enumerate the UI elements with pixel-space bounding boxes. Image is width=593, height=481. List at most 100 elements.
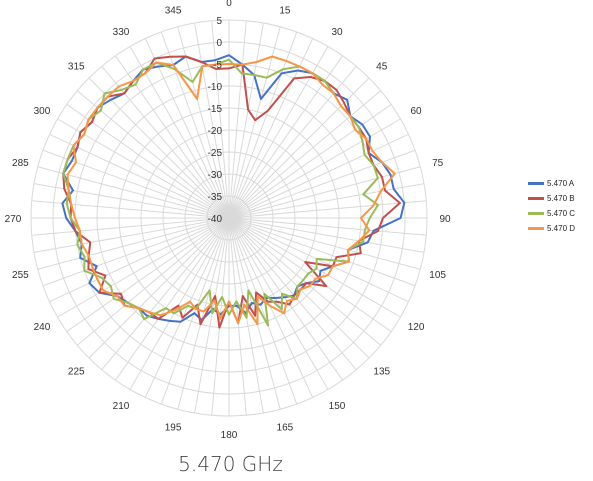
grid-spoke — [228, 217, 416, 287]
grid-spoke — [228, 217, 401, 318]
grid-spoke — [228, 38, 314, 219]
grid-spoke — [66, 217, 230, 332]
grid-spoke — [228, 217, 357, 370]
grid-spoke — [228, 20, 247, 219]
angle-tick-label: 255 — [12, 270, 29, 281]
grid-spoke — [228, 133, 409, 219]
grid-spoke — [228, 217, 370, 359]
grid-spoke — [88, 217, 230, 359]
legend-label: 5.470 C — [547, 209, 576, 218]
data-series — [61, 54, 406, 329]
grid-spoke — [57, 118, 230, 219]
legend-item: 5.470 A — [528, 176, 575, 191]
angle-tick-label: 165 — [277, 423, 294, 434]
radial-tick-label: -10 — [208, 82, 223, 93]
angle-tick-label: 315 — [68, 61, 85, 72]
grid-spoke — [194, 22, 230, 219]
grid-spoke — [228, 217, 421, 270]
legend-item: 5.470 B — [528, 191, 575, 206]
grid-spoke — [160, 217, 230, 405]
grid-spoke — [177, 26, 230, 219]
radial-tick-label: -30 — [208, 170, 223, 181]
grid-spoke — [115, 217, 230, 381]
series-line — [66, 55, 396, 326]
grid-spoke — [66, 104, 230, 219]
grid-spoke — [31, 200, 230, 219]
grid-spoke — [37, 217, 230, 270]
grid-spoke — [228, 217, 314, 398]
grid-spoke — [228, 200, 427, 219]
angle-tick-label: 345 — [165, 5, 182, 16]
grid-spoke — [211, 20, 230, 219]
grid-spoke — [31, 217, 230, 236]
radial-tick-label: -35 — [208, 192, 223, 203]
grid-spoke — [101, 66, 230, 219]
angle-tick-label: 75 — [432, 158, 444, 169]
radar-chart: 0 15 30 45 60 75 90 105 120 135 150 165 180 195 210 225… — [5, 0, 451, 440]
angle-tick-label: 120 — [408, 322, 425, 333]
grid-spoke — [228, 118, 401, 219]
grid-spoke — [144, 217, 230, 398]
grid-spoke — [77, 217, 230, 346]
grid-spoke — [77, 90, 230, 219]
grid-spoke — [228, 90, 381, 219]
legend-swatch — [528, 212, 544, 215]
grid-spoke — [49, 133, 230, 219]
angle-tick-label: 195 — [165, 423, 182, 434]
grid-spoke — [228, 55, 343, 219]
axis-labels: 0 15 30 45 60 75 90 105 120 135 150 165 180 195 210 225… — [5, 0, 451, 440]
grid-spoke — [228, 217, 298, 405]
grid-spoke — [42, 149, 230, 219]
grid-spoke — [33, 217, 230, 253]
angle-tick-label: 30 — [331, 27, 343, 38]
grid-spoke — [228, 217, 343, 381]
grid-spoke — [228, 217, 329, 390]
grid-spoke — [129, 217, 230, 390]
grid-spoke — [37, 166, 230, 219]
grid-spoke — [228, 183, 425, 219]
angle-tick-label: 180 — [221, 430, 238, 440]
grid-spoke — [101, 217, 230, 370]
legend-swatch — [528, 227, 544, 230]
grid-spoke — [228, 22, 264, 219]
radial-tick-label: 5 — [216, 16, 222, 27]
angle-tick-label: 240 — [34, 322, 51, 333]
grid-spoke — [228, 166, 421, 219]
grid-spoke — [228, 77, 370, 219]
grid-spoke — [228, 104, 392, 219]
grid-spoke — [228, 66, 357, 219]
grid-spoke — [49, 217, 230, 303]
grid-spoke — [144, 38, 230, 219]
grid-spoke — [228, 217, 427, 236]
angle-tick-label: 210 — [113, 401, 130, 412]
radial-tick-label: -20 — [208, 126, 223, 137]
grid-spoke — [88, 77, 230, 219]
angle-tick-label: 225 — [68, 367, 85, 378]
grid-spoke — [228, 31, 298, 219]
angle-tick-label: 270 — [5, 214, 22, 225]
angle-tick-label: 60 — [410, 106, 422, 117]
grid-spoke — [228, 217, 392, 332]
grid-spoke — [129, 46, 230, 219]
angle-tick-label: 105 — [429, 270, 446, 281]
grid-spoke — [115, 55, 230, 219]
angle-tick-label: 330 — [113, 27, 130, 38]
legend-label: 5.470 D — [547, 224, 576, 233]
angle-tick-label: 300 — [34, 106, 51, 117]
grid-spoke — [228, 46, 329, 219]
angle-tick-label: 45 — [376, 61, 388, 72]
legend-label: 5.470 B — [547, 194, 575, 203]
angle-tick-label: 285 — [12, 158, 29, 169]
radial-tick-label: 0 — [216, 38, 222, 49]
radial-tick-label: -15 — [208, 104, 223, 115]
grid-spoke — [228, 217, 247, 416]
grid-spoke — [160, 31, 230, 219]
grid-spoke — [228, 217, 425, 253]
grid-spoke — [33, 183, 230, 219]
legend-item: 5.470 D — [528, 221, 575, 236]
grid-spoke — [57, 217, 230, 318]
chart-caption: 5.470 GHz — [178, 452, 283, 476]
legend-label: 5.470 A — [547, 179, 575, 188]
grid-spoke — [228, 149, 416, 219]
angle-tick-label: 90 — [439, 214, 451, 225]
